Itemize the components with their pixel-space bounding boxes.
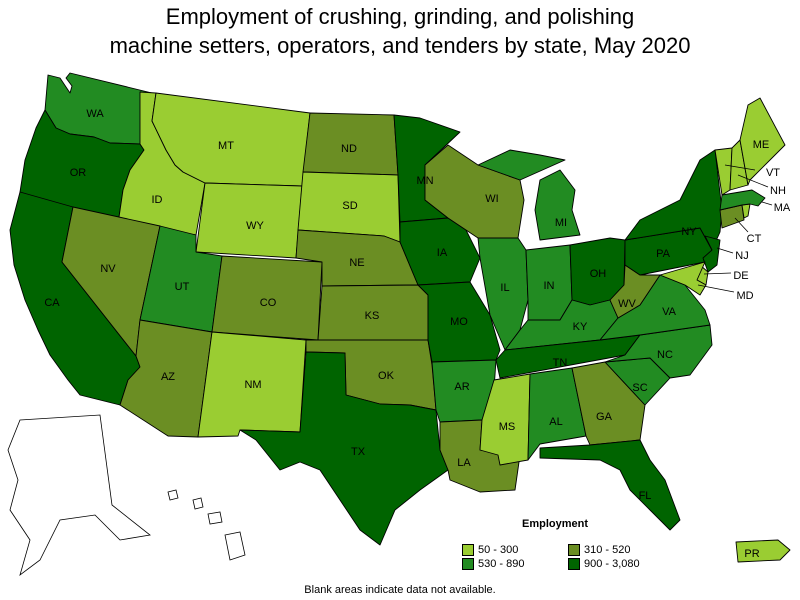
state-label-VT: VT [766,167,780,179]
leader-CT [734,217,749,233]
state-label-AZ: AZ [161,371,175,383]
state-MI[interactable] [477,149,581,241]
map-title-line-2: machine setters, operators, and tenders … [109,33,691,58]
state-label-SD: SD [342,200,357,212]
state-PR[interactable] [735,539,791,563]
state-MD[interactable] [659,261,707,296]
state-label-GA: GA [596,411,613,423]
state-label-NJ: NJ [735,250,748,262]
footnote: Blank areas indicate data not available. [304,584,496,596]
state-AK[interactable] [7,414,151,577]
leader-NH [737,174,769,188]
state-label-NM: NM [244,379,261,391]
state-label-NV: NV [100,263,116,275]
state-label-AR: AR [454,381,469,393]
state-label-AL: AL [549,416,562,428]
legend-label-3: 530 - 890 [478,558,525,570]
state-label-CT: CT [747,233,762,245]
legend-title: Employment [522,518,589,530]
map-title-line-1: Employment of crushing, grinding, and po… [165,4,635,29]
state-MA[interactable] [719,189,766,211]
state-AL[interactable] [527,367,587,461]
state-label-VA: VA [662,306,677,318]
legend-label-1: 50 - 300 [478,544,519,556]
state-label-FL: FL [639,490,652,502]
state-label-NC: NC [657,349,673,361]
state-ME[interactable] [739,97,786,186]
leader-DE [703,272,732,275]
state-label-UT: UT [175,281,190,293]
state-label-WY: WY [246,220,264,232]
state-TX[interactable] [239,351,449,546]
state-label-WV: WV [618,298,636,310]
state-label-NY: NY [681,226,697,238]
state-WV[interactable] [609,264,661,319]
legend-item-4: 900 - 3,080 [568,558,668,570]
leader-MD [697,284,735,293]
state-label-MD: MD [736,290,753,302]
legend-swatch-3 [462,558,474,570]
state-label-MN: MN [416,175,433,187]
state-label-OH: OH [590,268,607,280]
leader-VT [724,164,756,171]
legend-item-3: 530 - 890 [462,558,568,570]
state-label-MA: MA [774,202,791,214]
state-label-ID: ID [152,194,163,206]
state-label-SC: SC [632,382,647,394]
state-label-MS: MS [499,421,516,433]
state-label-DE: DE [733,270,748,282]
state-label-MI: MI [555,217,567,229]
state-label-MO: MO [450,316,468,328]
legend-label-4: 900 - 3,080 [584,558,640,570]
state-label-OK: OK [378,370,395,382]
legend-swatch-2 [568,544,580,556]
legend: Employment 50 - 300 310 - 520 530 - 890 … [462,518,662,570]
state-label-NH: NH [770,185,786,197]
state-label-TN: TN [553,357,568,369]
legend-item-2: 310 - 520 [568,544,668,556]
map-title: Employment of crushing, grinding, and po… [0,2,800,60]
state-label-CA: CA [44,297,60,309]
state-label-WI: WI [485,193,498,205]
state-label-KY: KY [573,321,588,333]
legend-swatch-4 [568,558,580,570]
state-label-OR: OR [70,167,87,179]
state-label-WA: WA [86,108,104,120]
state-FL[interactable] [539,439,681,531]
legend-label-2: 310 - 520 [584,544,631,556]
state-HI[interactable] [167,489,246,561]
state-label-IA: IA [437,247,448,259]
state-label-ND: ND [341,143,357,155]
legend-swatch-1 [462,544,474,556]
leader-MA [761,201,773,206]
state-label-PR: PR [744,548,759,560]
state-label-PA: PA [656,248,671,260]
state-label-TX: TX [351,446,366,458]
legend-item-1: 50 - 300 [462,544,568,556]
state-label-KS: KS [365,310,380,322]
state-label-MT: MT [218,140,234,152]
state-label-IN: IN [544,280,555,292]
state-label-LA: LA [457,457,471,469]
state-label-IL: IL [500,282,509,294]
state-label-CO: CO [260,297,277,309]
state-label-NE: NE [349,257,364,269]
leader-NJ [716,247,734,254]
state-label-ME: ME [753,139,770,151]
